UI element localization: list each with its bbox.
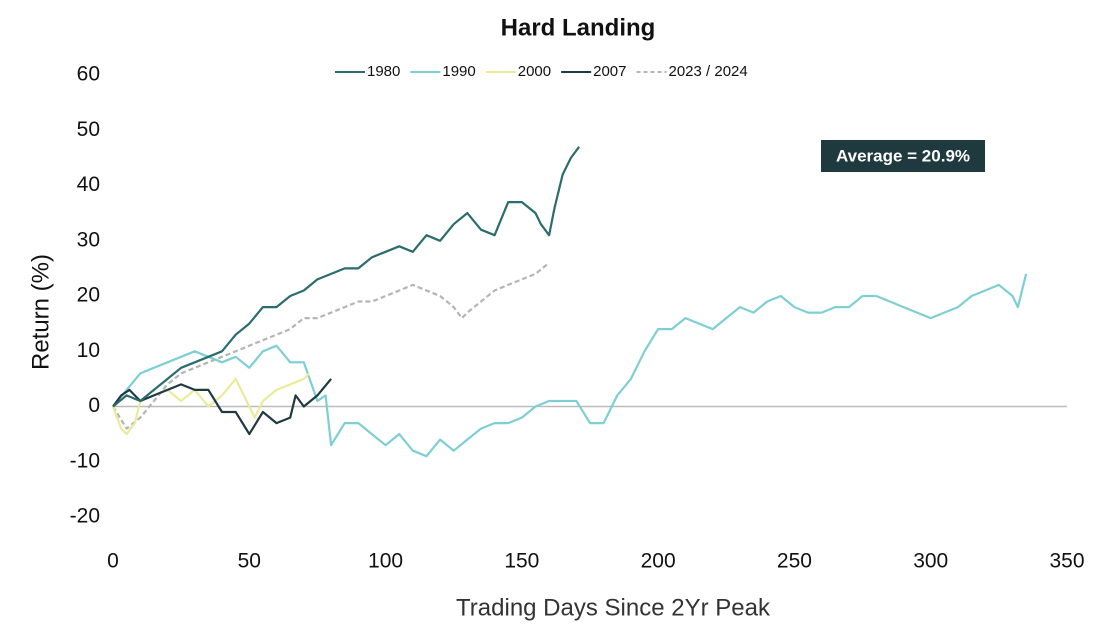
x-tick-label: 250: [777, 550, 812, 573]
y-axis-label: Return (%): [27, 254, 54, 370]
y-tick-label: -20: [70, 505, 100, 528]
legend-label: 2023 / 2024: [669, 63, 748, 80]
y-tick-label: 10: [77, 339, 100, 362]
legend-label: 2007: [593, 63, 626, 80]
series-line: [111, 372, 311, 436]
x-tick-label: 300: [913, 550, 948, 573]
y-tick-label: 30: [77, 228, 100, 251]
x-tick-label: 200: [641, 550, 676, 573]
x-axis-label: Trading Days Since 2Yr Peak: [456, 594, 771, 621]
chart-title: Hard Landing: [501, 14, 656, 41]
y-tick-label: 60: [77, 63, 100, 86]
legend-label: 1980: [367, 63, 400, 80]
series-line: [112, 146, 580, 408]
y-tick-label: 40: [77, 173, 100, 196]
series-line: [112, 273, 1028, 458]
y-tick-label: 0: [88, 394, 100, 417]
legend-label: 2000: [518, 63, 551, 80]
annotation-box: [821, 140, 985, 172]
x-tick-label: 0: [107, 550, 119, 573]
x-tick-label: 100: [368, 550, 403, 573]
x-tick-label: 350: [1049, 550, 1084, 573]
annotation: Average = 20.9%: [836, 146, 970, 165]
legend-label: 1990: [442, 63, 475, 80]
x-tick-label: 50: [238, 550, 261, 573]
series-line: [112, 262, 550, 430]
x-tick-label: 150: [504, 550, 539, 573]
y-tick-label: 50: [77, 118, 100, 141]
y-tick-label: -10: [70, 449, 100, 472]
y-tick-label: 20: [77, 284, 100, 307]
